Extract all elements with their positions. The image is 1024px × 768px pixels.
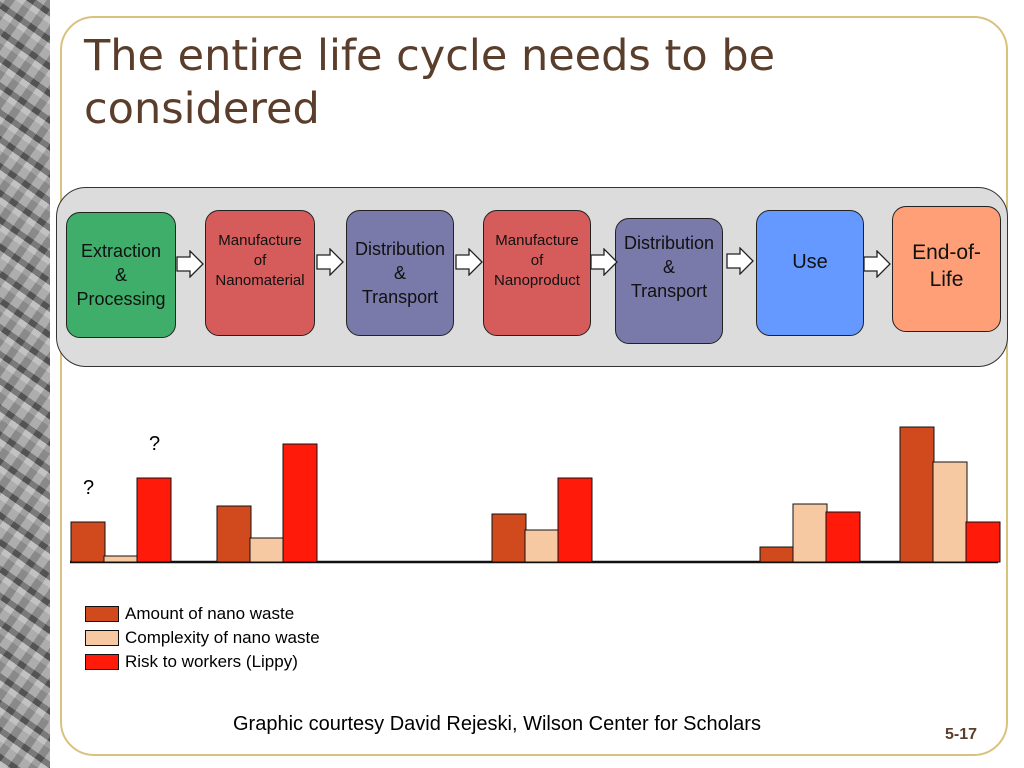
lifecycle-bar-chart: ?? [70,426,1001,564]
bar [557,477,593,563]
bar [524,529,560,563]
stage-extraction-processing: Extraction & Processing [66,212,176,338]
legend-label: Risk to workers (Lippy) [125,652,298,671]
stage-manufacture-nanomaterial: Manufacture of Nanomaterial [205,210,315,336]
bar [491,513,527,563]
bar [136,477,172,563]
stage-distribution-transport-2: Distribution & Transport [615,218,723,344]
legend-swatch [85,606,119,622]
slide-number: 5-17 [945,726,978,743]
bar [825,511,861,563]
arrow-right-icon [455,248,483,276]
slide-area [50,0,1024,768]
bar [792,503,828,563]
bar [899,426,935,563]
annotation-question-mark: ? [149,433,160,455]
stage-use: Use [756,210,864,336]
legend-swatch [85,654,119,670]
image-credit: Graphic courtesy David Rejeski, Wilson C… [233,713,761,735]
slide-title: The entire life cycle needs to be consid… [84,31,776,134]
bar [249,537,285,563]
annotation-question-mark: ? [83,477,94,499]
bar [932,461,968,563]
stage-end-of-life: End-of- Life [892,206,1001,332]
arrow-right-icon [863,250,891,278]
slide-frame [60,16,1008,756]
bar [70,521,106,563]
arrow-right-icon [316,248,344,276]
bar [965,521,1001,563]
bar [103,555,139,563]
stage-distribution-transport-1: Distribution & Transport [346,210,454,336]
bar [282,443,318,563]
arrow-right-icon [726,247,754,275]
legend-label: Amount of nano waste [125,604,295,623]
bar [759,546,795,563]
stage-manufacture-nanoproduct: Manufacture of Nanoproduct [483,210,591,336]
legend-swatch [85,630,119,646]
legend-label: Complexity of nano waste [125,628,320,647]
bar [216,505,252,563]
arrow-right-icon [590,248,618,276]
arrow-right-icon [176,250,204,278]
